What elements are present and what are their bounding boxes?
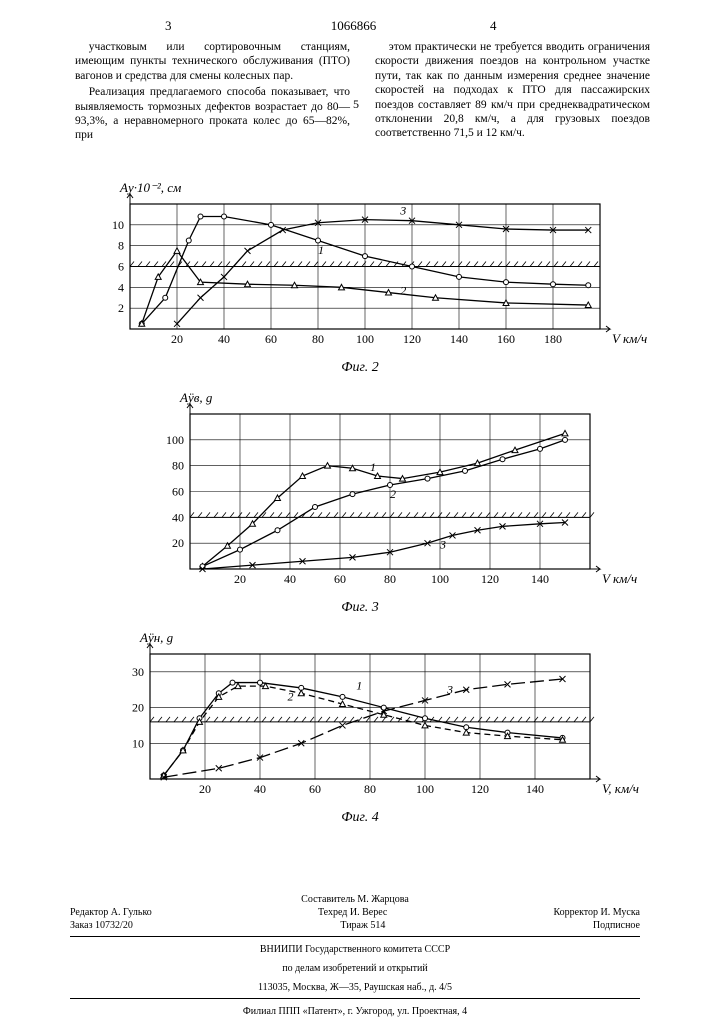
svg-text:6: 6: [118, 260, 124, 274]
svg-text:120: 120: [481, 572, 499, 586]
left-para-2: Реализация предлагаемого способа показыв…: [75, 85, 350, 143]
svg-text:1: 1: [318, 243, 324, 257]
svg-text:3: 3: [446, 682, 453, 696]
svg-text:80: 80: [364, 782, 376, 796]
charts-area: 20406080100120140160180246810123Aу·10⁻²,…: [60, 176, 660, 836]
svg-text:V, км/ч: V, км/ч: [602, 781, 639, 796]
svg-text:2: 2: [288, 689, 294, 703]
document-number: 1066866: [0, 18, 707, 34]
svg-text:V км/ч: V км/ч: [602, 571, 637, 586]
svg-text:2: 2: [400, 284, 406, 298]
svg-text:40: 40: [172, 510, 184, 524]
svg-text:40: 40: [254, 782, 266, 796]
footer-corrector: Корректор И. Муска: [553, 906, 640, 919]
svg-text:80: 80: [312, 332, 324, 346]
svg-text:20: 20: [172, 536, 184, 550]
svg-text:20: 20: [171, 332, 183, 346]
svg-text:40: 40: [284, 572, 296, 586]
line-marker-5: 5: [353, 97, 359, 112]
svg-text:140: 140: [531, 572, 549, 586]
svg-text:60: 60: [265, 332, 277, 346]
footer-order: Заказ 10732/20: [70, 919, 133, 932]
left-column: участковым или сортировочным станциям, и…: [75, 40, 350, 145]
svg-text:20: 20: [234, 572, 246, 586]
figure-2: 20406080100120140160180246810123Aу·10⁻²,…: [60, 176, 660, 376]
svg-text:Aÿв, g: Aÿв, g: [179, 390, 213, 405]
footer-techred: Техред И. Верес: [318, 906, 387, 919]
footer-addr1: 113035, Москва, Ж—35, Раушская наб., д. …: [70, 981, 640, 994]
figure-4: 20406080100120140102030123Aÿн, gV, км/ч …: [60, 626, 660, 826]
svg-text:100: 100: [416, 782, 434, 796]
svg-text:1: 1: [370, 460, 376, 474]
page-column-number-left: 3: [165, 18, 172, 34]
svg-text:120: 120: [471, 782, 489, 796]
footer-editor: Редактор А. Гулько: [70, 906, 152, 919]
svg-text:160: 160: [497, 332, 515, 346]
svg-text:60: 60: [334, 572, 346, 586]
footer-block: Составитель М. Жарцова Редактор А. Гульк…: [70, 893, 640, 1018]
footer-org1: ВНИИПИ Государственного комитета СССР: [70, 943, 640, 956]
page-column-number-right: 4: [490, 18, 497, 34]
fig3-caption: Фиг. 3: [60, 600, 660, 616]
svg-text:2: 2: [390, 487, 396, 501]
fig3-svg: 20 40 60 80 100 120 140 20 40 60 80 100 12 3 Aÿв, g V к…: [60, 386, 660, 596]
body-text-columns: участковым или сортировочным станциям, и…: [75, 40, 650, 145]
svg-text:Aу·10⁻², см: Aу·10⁻², см: [119, 180, 181, 195]
svg-text:40: 40: [218, 332, 230, 346]
svg-text:20: 20: [132, 701, 144, 715]
svg-text:V км/ч: V км/ч: [612, 331, 647, 346]
fig2-svg: 20406080100120140160180246810123Aу·10⁻²,…: [60, 176, 660, 356]
svg-text:1: 1: [356, 679, 362, 693]
svg-text:20: 20: [199, 782, 211, 796]
svg-text:3: 3: [399, 203, 406, 217]
svg-text:180: 180: [544, 332, 562, 346]
svg-text:2: 2: [118, 301, 124, 315]
footer-subscribed: Подписное: [593, 919, 640, 932]
fig2-caption: Фиг. 2: [60, 360, 660, 376]
svg-text:60: 60: [172, 485, 184, 499]
svg-text:60: 60: [309, 782, 321, 796]
svg-text:140: 140: [450, 332, 468, 346]
svg-text:8: 8: [118, 239, 124, 253]
right-para-1: этом практически не требуется вводить ог…: [375, 40, 650, 141]
svg-text:120: 120: [403, 332, 421, 346]
page: { "doc_number": "1066866", "col_left_num…: [0, 0, 707, 1000]
svg-text:10: 10: [112, 218, 124, 232]
right-column: этом практически не требуется вводить ог…: [375, 40, 650, 145]
svg-text:4: 4: [118, 280, 124, 294]
svg-text:Aÿн, g: Aÿн, g: [139, 630, 174, 645]
svg-text:30: 30: [132, 665, 144, 679]
svg-text:3: 3: [439, 537, 446, 551]
footer-addr2: Филиал ППП «Патент», г. Ужгород, ул. Про…: [70, 1005, 640, 1018]
fig4-caption: Фиг. 4: [60, 810, 660, 826]
svg-text:100: 100: [431, 572, 449, 586]
svg-text:100: 100: [356, 332, 374, 346]
svg-text:80: 80: [172, 459, 184, 473]
left-para-1: участковым или сортировочным станциям, и…: [75, 40, 350, 83]
figure-3: 20 40 60 80 100 120 140 20 40 60 80 100 12 3 Aÿв, g V к…: [60, 386, 660, 616]
svg-text:80: 80: [384, 572, 396, 586]
fig4-svg: 20 40 60 80 100 120 140 10 20 30 1 2 3 Aÿн, g V, км/ч: [60, 626, 660, 806]
svg-text:100: 100: [166, 433, 184, 447]
svg-text:10: 10: [132, 736, 144, 750]
footer-tirage: Тираж 514: [340, 919, 385, 932]
footer-compiler: Составитель М. Жарцова: [70, 893, 640, 906]
svg-text:140: 140: [526, 782, 544, 796]
footer-org2: по делам изобретений и открытий: [70, 962, 640, 975]
